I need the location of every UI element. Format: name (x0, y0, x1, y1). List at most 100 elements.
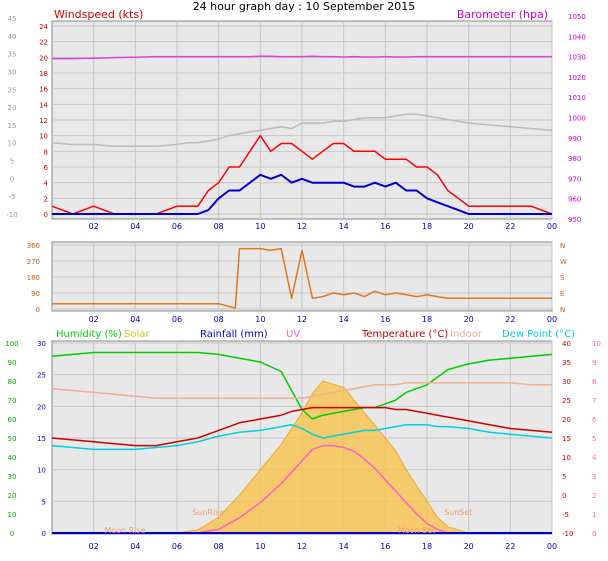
temperature-tick-label: 0 (562, 492, 566, 500)
windspeed-tick-label: 18 (39, 70, 48, 78)
direction-degree-tick-label: 360 (27, 242, 40, 250)
legend-item-label: Solar (124, 329, 150, 340)
uv-tick-label: 9 (592, 359, 596, 367)
outer-tick-label: -10 (6, 211, 17, 219)
windspeed-tick-label: 0 (44, 211, 48, 219)
rain-tick-label: 15 (37, 435, 46, 443)
rain-tick-label: 20 (37, 403, 46, 411)
temperature-tick-label: 10 (562, 454, 571, 462)
barometer-axis-label: Barometer (hpa) (457, 8, 548, 21)
x-tick-label-p3: 20 (464, 542, 474, 551)
x-tick-label-p1: 06 (172, 222, 182, 231)
windspeed-tick-label: 14 (39, 101, 48, 109)
barometer-tick-label: 1030 (568, 54, 586, 62)
outer-tick-label: 20 (8, 104, 17, 112)
event-annotation-label: Moon Set (398, 526, 435, 535)
windspeed-tick-label: 10 (39, 133, 48, 141)
direction-compass-tick-label: N (560, 306, 565, 314)
legend-item-label: UV (286, 329, 300, 340)
x-tick-label-p1: 08 (214, 222, 224, 231)
humidity-tick-label: 100 (5, 340, 18, 348)
x-tick-label-p1: 18 (422, 222, 432, 231)
x-tick-label-p3: 02 (89, 542, 99, 551)
x-tick-label-p1: 16 (380, 222, 390, 231)
temperature-tick-label: 15 (562, 435, 571, 443)
x-tick-label-p3: 00 (547, 542, 557, 551)
x-tick-label-p2: 14 (339, 315, 349, 324)
series-line-temperature (51, 406, 553, 447)
series-line-wind-direction (52, 247, 552, 309)
direction-compass-tick-label: E (560, 290, 564, 298)
outer-tick-label: 35 (8, 51, 17, 59)
outer-tick-label: 5 (10, 158, 14, 166)
barometer-tick-label: 1040 (568, 33, 586, 41)
humidity-tick-label: 50 (8, 435, 17, 443)
direction-degree-tick-label: 180 (27, 274, 40, 282)
x-tick-label-p3: 06 (172, 542, 182, 551)
x-tick-label-p2: 08 (214, 315, 224, 324)
humidity-tick-label: 70 (8, 397, 17, 405)
x-tick-label-p3: 12 (297, 542, 307, 551)
x-tick-label-p2: 12 (297, 315, 307, 324)
event-annotation-label: Moon Rise (104, 526, 145, 535)
event-annotation-label: SunSet (444, 508, 472, 517)
windspeed-tick-label: 22 (39, 39, 48, 47)
legend-item-label: Rainfall (mm) (200, 329, 268, 340)
windspeed-tick-label: 2 (44, 195, 48, 203)
series-line-barometer (52, 55, 552, 60)
windspeed-tick-label: 20 (39, 54, 48, 62)
uv-tick-label: 1 (592, 511, 596, 519)
x-tick-label-p3: 14 (339, 542, 349, 551)
barometer-tick-label: 960 (568, 196, 581, 204)
chart-title: 24 hour graph day : 10 September 2015 (193, 0, 416, 13)
temperature-tick-label: 5 (562, 473, 566, 481)
barometer-tick-label: 950 (568, 216, 581, 224)
series-line-humidity (51, 351, 553, 420)
temperature-tick-label: 25 (562, 397, 571, 405)
temperature-tick-label: 20 (562, 416, 571, 424)
uv-tick-label: 6 (592, 416, 597, 424)
temperature-tick-label: -5 (562, 511, 569, 519)
windspeed-tick-label: 8 (44, 148, 48, 156)
series-line-average-wind (52, 173, 552, 215)
humidity-tick-label: 20 (8, 492, 17, 500)
outer-tick-label: 30 (8, 68, 17, 76)
climate-legend: Humidity (%) Solar Rainfall (mm) UV Temperat… (56, 329, 575, 340)
barometer-tick-label: 980 (568, 155, 581, 163)
windspeed-tick-label: 12 (39, 117, 48, 125)
humidity-tick-label: 30 (8, 473, 17, 481)
rain-tick-label: 10 (37, 467, 46, 475)
rain-tick-label: 30 (37, 340, 46, 348)
outer-tick-label: 10 (8, 140, 17, 148)
x-tick-label-p1: 00 (547, 222, 557, 231)
legend-item-label: Dew Point (°C) (502, 329, 575, 340)
rain-tick-label: 0 (42, 530, 46, 538)
outer-tick-label: 45 (8, 15, 17, 23)
humidity-tick-label: 10 (8, 511, 17, 519)
x-tick-label-p1: 22 (505, 222, 515, 231)
x-tick-label-p1: 02 (89, 222, 99, 231)
barometer-tick-label: 1000 (568, 115, 586, 123)
x-tick-label-p1: 12 (297, 222, 307, 231)
temperature-tick-label: 35 (562, 359, 571, 367)
uv-tick-label: 2 (592, 492, 596, 500)
direction-degree-tick-label: 0 (36, 306, 40, 314)
chart-marks: Moon Rise SunRise SunSet Moon Set (51, 55, 553, 535)
x-tick-label-p1: 20 (464, 222, 474, 231)
x-tick-label-p3: 08 (214, 542, 224, 551)
uv-tick-label: 5 (592, 435, 596, 443)
barometer-tick-label: 970 (568, 175, 581, 183)
x-tick-label-p3: 04 (130, 542, 140, 551)
uv-tick-label: 8 (592, 378, 596, 386)
event-annotation-label: SunRise (192, 508, 224, 517)
uv-tick-label: 7 (592, 397, 596, 405)
barometer-tick-label: 1050 (568, 13, 586, 21)
direction-compass-tick-label: N (560, 242, 565, 250)
x-tick-label-p3: 16 (380, 542, 390, 551)
x-tick-label-p2: 00 (547, 315, 557, 324)
rain-tick-label: 5 (42, 498, 46, 506)
axis-labels: 024681012141618202224-10-505101520253035… (5, 13, 601, 551)
temperature-tick-label: 40 (562, 340, 571, 348)
x-tick-label-p2: 10 (255, 315, 265, 324)
